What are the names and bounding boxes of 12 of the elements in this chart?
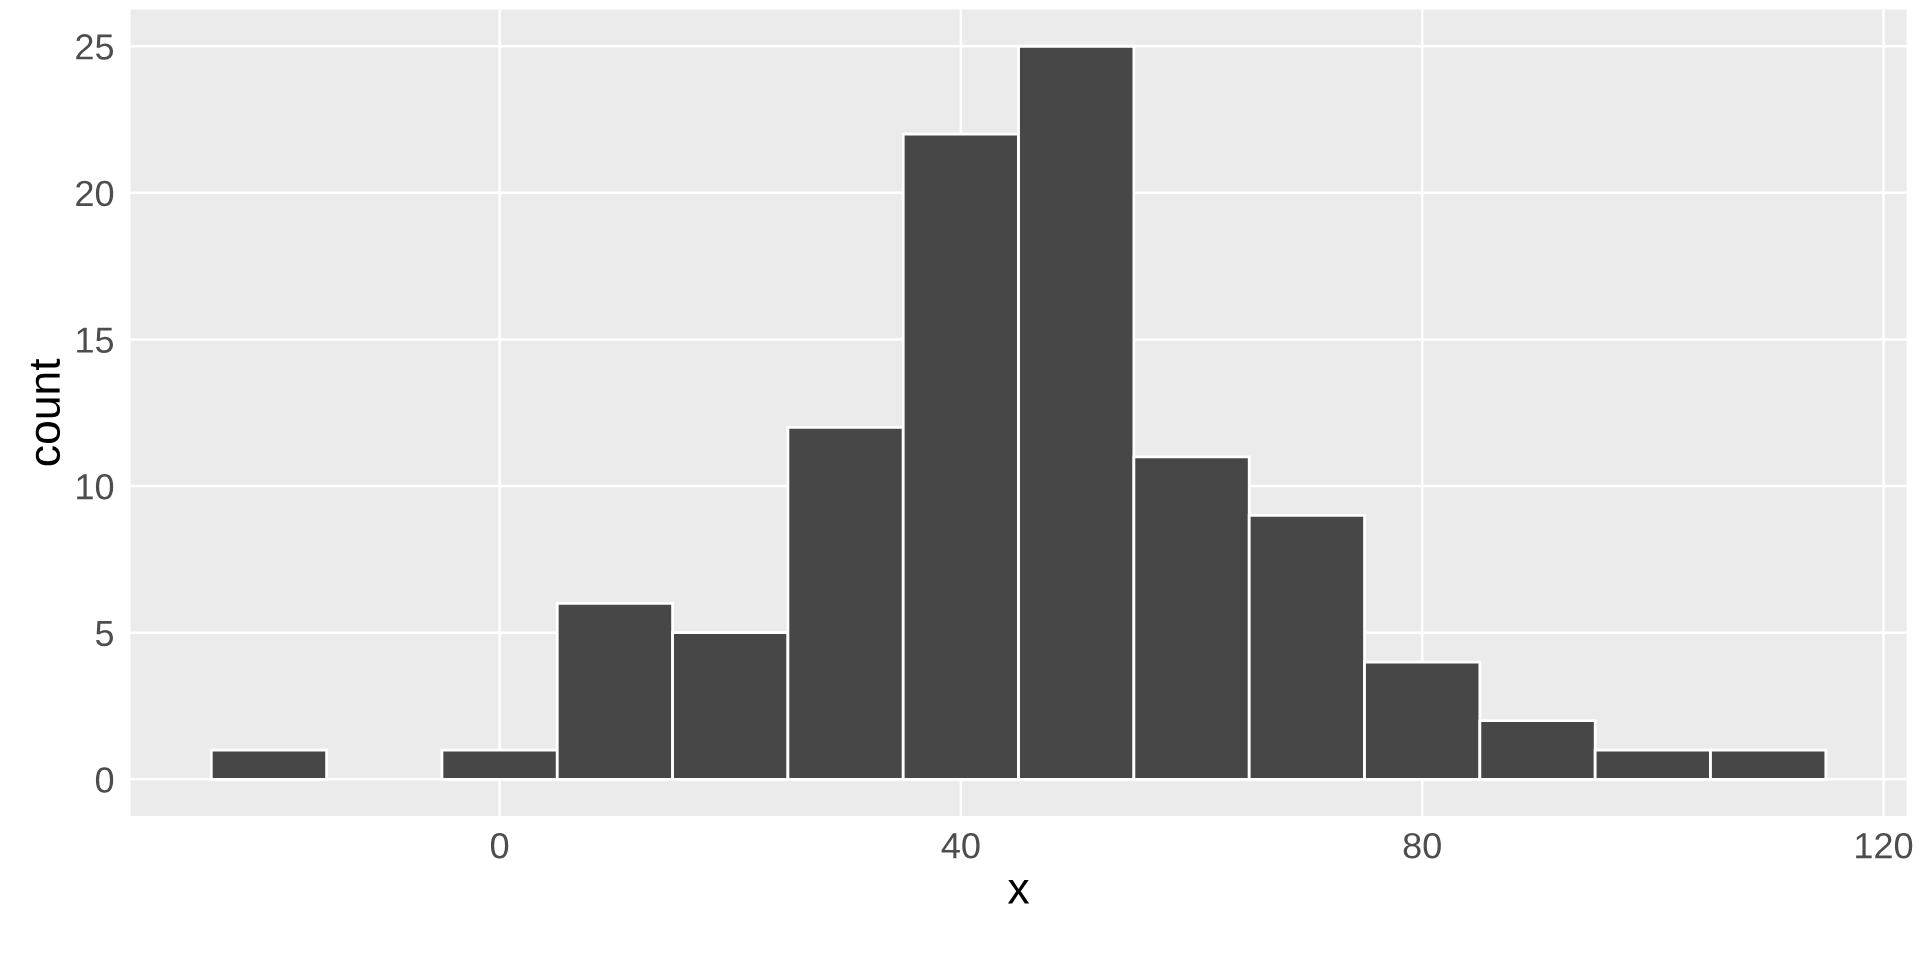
x-tick-label: 40 [941, 832, 980, 859]
y-tick-label: 15 [77, 327, 114, 353]
y-tick-label: 0 [95, 767, 114, 793]
x-tick-label: 80 [1403, 832, 1441, 859]
y-tick-label: 5 [95, 620, 114, 647]
x-axis-title: x [1007, 879, 1030, 904]
y-tick-label: 25 [76, 34, 114, 60]
y-tick-label: 20 [76, 180, 114, 207]
y-tick-label: 10 [77, 473, 114, 500]
x-tick-label: 120 [1856, 832, 1913, 859]
y-axis-title: count [30, 358, 61, 466]
x-tick-label: 0 [490, 832, 509, 859]
